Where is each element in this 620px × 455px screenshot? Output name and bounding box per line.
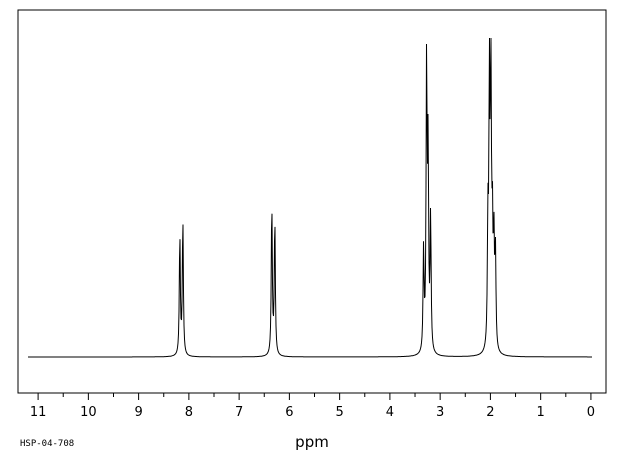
x-tick-label: 3: [436, 405, 444, 420]
x-tick-label: 1: [537, 405, 545, 420]
x-tick-label: 0: [587, 405, 595, 420]
spectrum-line: [28, 37, 592, 358]
x-axis-ticks: [37, 393, 592, 400]
x-tick-label: 9: [134, 405, 142, 420]
x-axis-label: ppm: [295, 433, 329, 451]
x-tick-label: 10: [80, 405, 97, 420]
x-tick-label: 4: [386, 405, 394, 420]
x-axis-tick-labels: 11 10 9 8 7 6 5 4 3 2 1 0: [30, 405, 595, 420]
spectrum-code-label: HSP-04-708: [20, 439, 74, 449]
plot-frame: [17, 9, 607, 394]
x-tick-label: 5: [336, 405, 344, 420]
x-tick-label: 8: [185, 405, 193, 420]
x-tick-label: 6: [285, 405, 293, 420]
x-tick-label: 11: [30, 405, 47, 420]
x-tick-label: 7: [235, 405, 243, 420]
x-tick-label: 2: [486, 405, 494, 420]
